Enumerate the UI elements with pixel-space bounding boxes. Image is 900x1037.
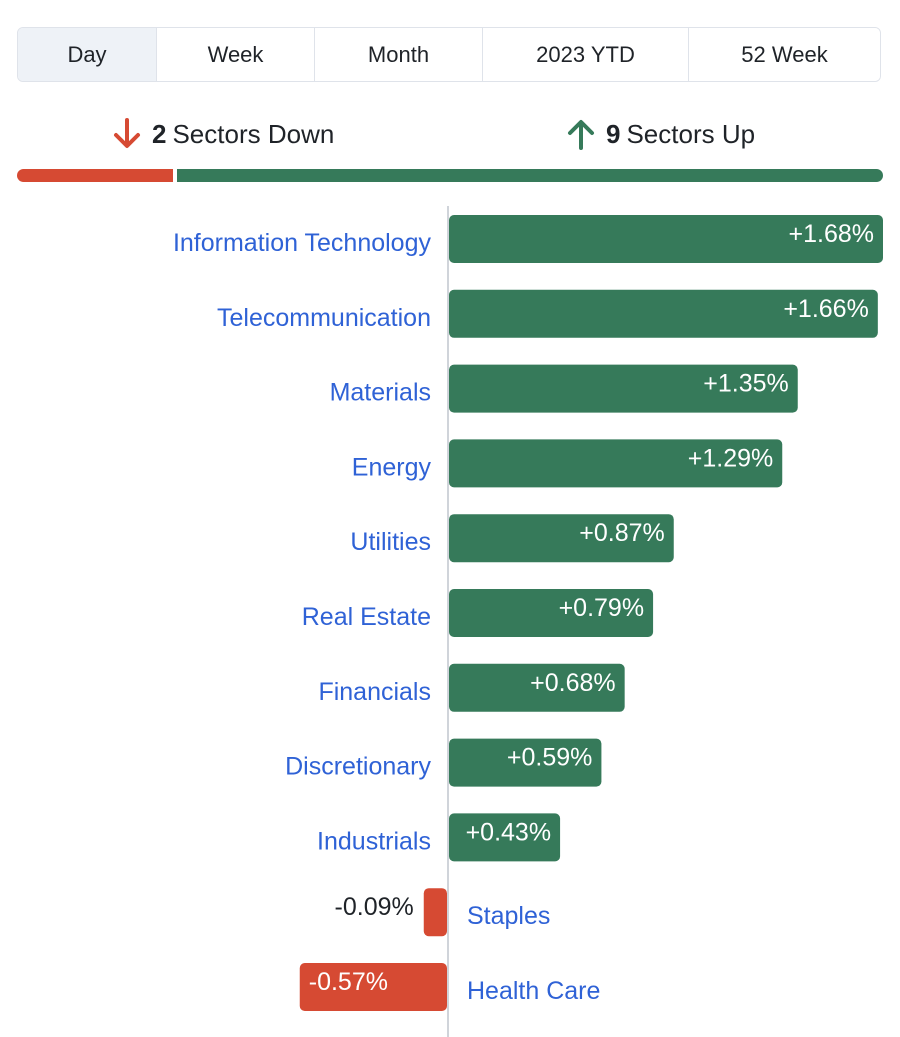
bar-telecommunication[interactable]	[449, 289, 878, 338]
bar-discretionary[interactable]	[449, 738, 602, 787]
tab-2023-ytd[interactable]: 2023 YTD	[483, 28, 689, 81]
value-label: +0.87%	[579, 519, 665, 547]
tab-week[interactable]: Week	[157, 28, 315, 81]
category-label[interactable]: Telecommunication	[217, 304, 431, 332]
category-label[interactable]: Financials	[318, 678, 431, 706]
category-label[interactable]: Materials	[330, 379, 431, 407]
bar-utilities[interactable]	[449, 514, 674, 563]
value-label: +0.68%	[530, 669, 616, 697]
bar-materials[interactable]	[449, 364, 798, 413]
sector-performance-chart: Information Technology +1.68% Telecommunic…	[173, 206, 883, 1037]
value-label: +1.35%	[703, 370, 789, 398]
sector-ratio-bar	[17, 169, 883, 182]
sectors-up-summary: 9 Sectors Up	[566, 112, 755, 156]
ratio-up-segment	[177, 169, 883, 182]
sectors-up-label: Sectors Up	[626, 118, 756, 149]
sectors-up-count: 9	[606, 118, 621, 149]
tab-month[interactable]: Month	[315, 28, 483, 81]
value-label: +0.79%	[559, 594, 645, 622]
tab-day[interactable]: Day	[18, 28, 157, 81]
sectors-down-summary: 2 Sectors Down	[112, 112, 334, 156]
value-label: +1.66%	[783, 295, 869, 323]
arrow-up-icon	[566, 117, 596, 151]
bar-information-technology[interactable]	[449, 215, 883, 263]
value-label: -0.09%	[335, 893, 414, 921]
category-label[interactable]: Staples	[467, 902, 550, 930]
category-label[interactable]: Industrials	[317, 827, 431, 855]
category-label[interactable]: Information Technology	[173, 229, 432, 257]
tab-52-week[interactable]: 52 Week	[689, 28, 880, 81]
value-label: +0.59%	[507, 744, 593, 772]
value-label: -0.57%	[309, 968, 388, 996]
bar-real-estate[interactable]	[449, 589, 654, 637]
category-label[interactable]: Discretionary	[285, 753, 431, 781]
category-label[interactable]: Energy	[352, 453, 432, 481]
category-label[interactable]: Health Care	[467, 977, 600, 1005]
arrow-down-icon	[112, 117, 142, 151]
value-label: +0.43%	[466, 818, 552, 846]
bar-health-care[interactable]	[299, 963, 447, 1011]
sectors-down-count: 2	[152, 118, 167, 149]
bar-industrials[interactable]	[449, 813, 561, 862]
time-range-tabs: Day Week Month 2023 YTD 52 Week	[17, 27, 881, 82]
value-label: +1.68%	[789, 220, 875, 248]
bar-financials[interactable]	[449, 663, 625, 712]
sectors-down-label: Sectors Down	[172, 118, 335, 149]
category-label[interactable]: Real Estate	[302, 603, 431, 631]
category-label[interactable]: Utilities	[350, 528, 431, 556]
bar-energy[interactable]	[449, 439, 783, 488]
value-label: +1.29%	[688, 444, 774, 472]
ratio-down-segment	[17, 169, 173, 182]
bar-staples[interactable]	[423, 888, 447, 937]
